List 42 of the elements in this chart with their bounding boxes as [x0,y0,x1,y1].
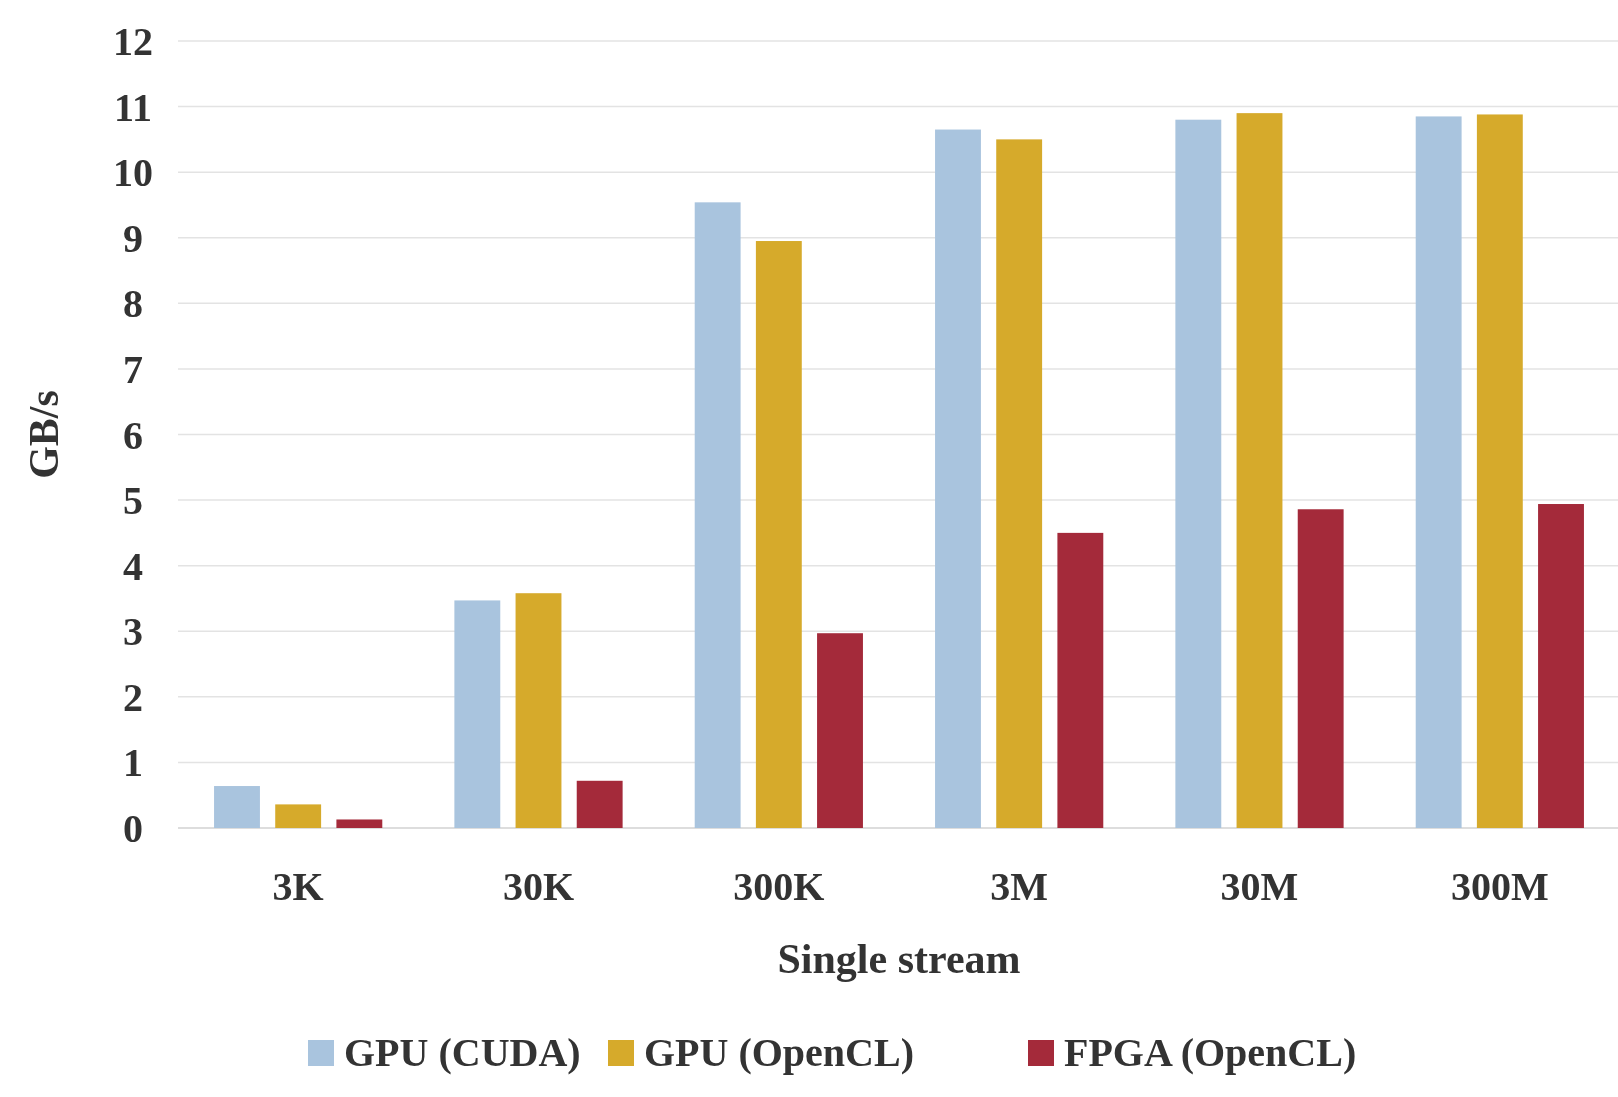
y-axis-title: GB/s [21,390,67,479]
bar [817,633,863,828]
y-tick-label: 6 [123,412,143,458]
bar [935,129,981,828]
x-tick-label: 30M [1220,864,1299,909]
bar [1415,116,1462,828]
y-tick-label: 7 [123,346,143,392]
y-tick-label: 3 [123,609,143,655]
legend-label: GPU (OpenCL) [644,1030,914,1075]
y-tick-label: 11 [114,84,152,130]
x-tick-label: 3K [272,864,324,909]
y-tick-label: 0 [123,806,143,851]
bar [1297,509,1344,828]
bar [576,780,623,828]
x-tick-label: 3M [990,864,1049,909]
y-tick-label: 1 [123,740,143,786]
x-tick-label: 300K [733,864,825,909]
bar [1057,532,1104,828]
bar [515,593,562,828]
bar [336,819,383,828]
x-axis-title: Single stream [777,936,1021,982]
y-tick-label: 10 [113,150,153,196]
x-tick-label: 30K [502,864,575,909]
y-tick-label: 2 [123,674,143,720]
legend-label: FPGA (OpenCL) [1064,1030,1357,1075]
y-tick-label: 8 [123,281,143,327]
x-tick-label: 300M [1450,864,1549,909]
y-tick-label: 12 [113,19,153,64]
bar [1236,113,1283,828]
bar [1476,114,1523,828]
bar [1175,119,1222,828]
bar [1538,504,1584,828]
y-tick-label: 5 [123,478,143,524]
bar [275,804,322,828]
bar [996,139,1043,828]
bar [214,786,260,828]
y-tick-label: 9 [123,215,143,261]
bar [755,241,802,828]
legend-label: GPU (CUDA) [344,1030,581,1075]
bar [694,202,741,828]
y-tick-label: 4 [123,543,143,589]
bar [454,600,501,828]
